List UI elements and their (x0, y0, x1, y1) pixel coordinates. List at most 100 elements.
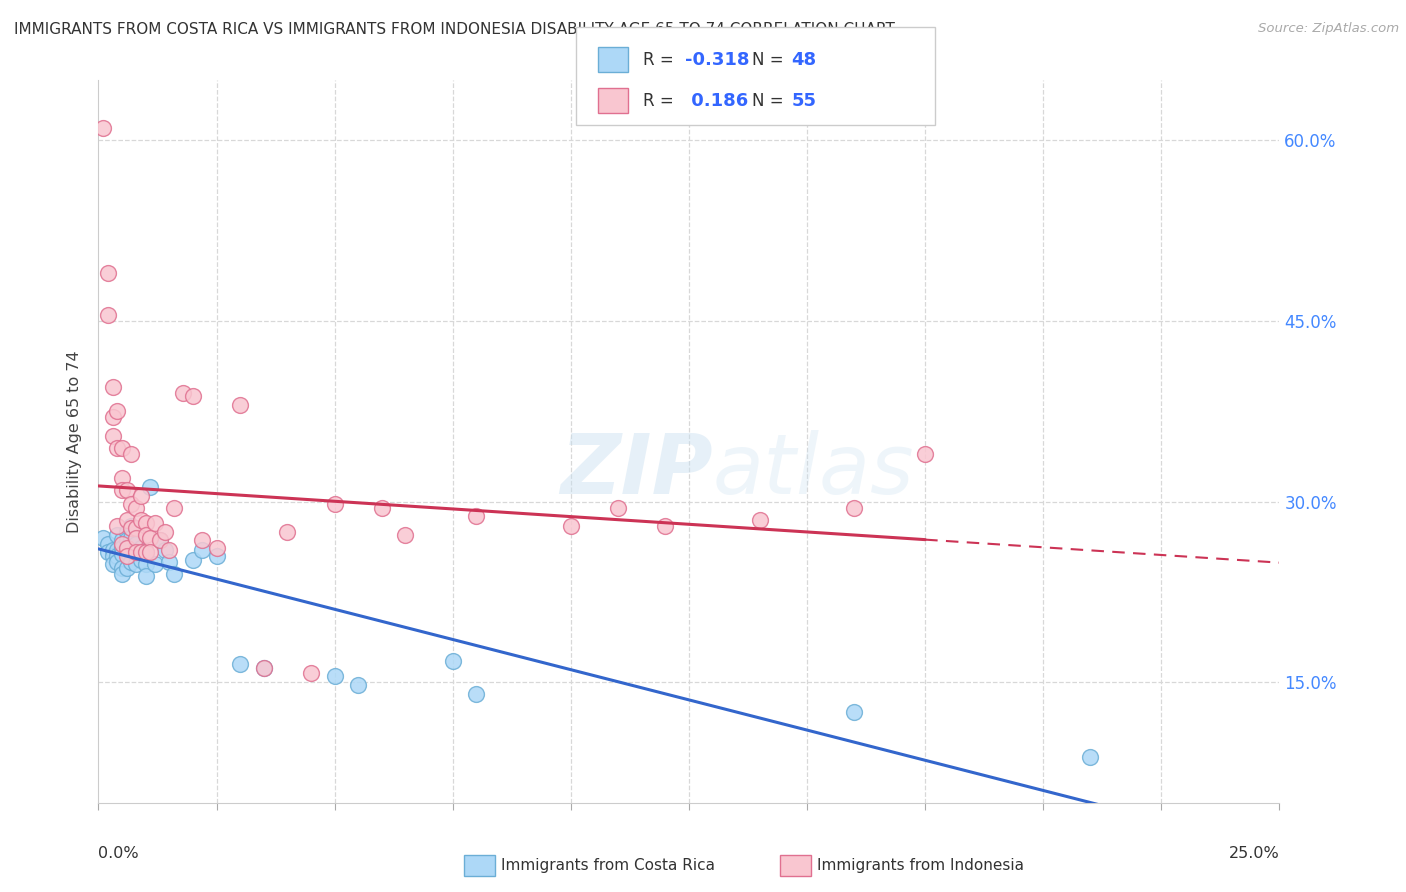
Point (105, 518, 128, 533)
Y-axis label: Disability Age 65 to 74: Disability Age 65 to 74 (67, 351, 83, 533)
Point (323, 669, 346, 683)
Point (97, 537, 120, 551)
Text: ZIP: ZIP (560, 430, 713, 511)
Point (844, 500, 866, 515)
Point (111, 561, 134, 575)
Point (125, 537, 148, 551)
Point (914, 446, 936, 460)
Point (135, 528, 157, 542)
Point (111, 483, 134, 497)
Point (105, 441, 128, 455)
Point (205, 549, 228, 563)
Text: 55: 55 (792, 92, 817, 110)
Point (115, 524, 138, 539)
Point (181, 552, 204, 566)
Point (101, 410, 124, 425)
Point (115, 561, 138, 575)
Point (105, 549, 128, 563)
Point (121, 555, 143, 569)
Point (205, 541, 228, 555)
Text: N =: N = (752, 92, 789, 110)
Point (125, 521, 148, 535)
Point (121, 518, 143, 533)
Point (115, 483, 138, 497)
Point (97, 545, 120, 559)
Point (125, 558, 148, 572)
Point (121, 497, 143, 511)
Text: Immigrants from Indonesia: Immigrants from Indonesia (817, 858, 1024, 872)
Point (139, 480, 162, 494)
Point (135, 558, 157, 572)
Text: R =: R = (643, 51, 679, 69)
Point (101, 380, 124, 394)
Point (371, 500, 394, 515)
Point (97, 266, 120, 280)
Point (125, 545, 148, 559)
Point (111, 537, 134, 551)
Point (560, 518, 582, 533)
Point (129, 545, 152, 559)
Point (276, 524, 298, 539)
Point (135, 569, 157, 583)
Point (347, 678, 370, 692)
Point (394, 528, 416, 542)
Point (121, 531, 143, 545)
Point (125, 545, 148, 559)
Point (172, 386, 194, 401)
Point (105, 542, 128, 557)
Point (135, 545, 157, 559)
Point (143, 516, 166, 531)
Point (105, 528, 128, 542)
Point (139, 545, 162, 559)
Point (1080, 750, 1102, 764)
Point (153, 542, 176, 557)
Point (111, 547, 134, 561)
Text: 25.0%: 25.0% (1229, 847, 1279, 861)
Point (607, 500, 630, 515)
Point (229, 657, 252, 672)
Text: 0.186: 0.186 (685, 92, 748, 110)
Point (97, 308, 120, 322)
Point (115, 545, 138, 559)
Point (101, 428, 124, 442)
Point (299, 665, 322, 680)
Point (654, 518, 676, 533)
Point (135, 516, 157, 531)
Point (181, 389, 204, 403)
Point (139, 531, 162, 545)
Point (748, 513, 770, 527)
Point (149, 533, 172, 548)
Point (111, 533, 134, 548)
Point (253, 661, 276, 675)
Text: 48: 48 (792, 51, 817, 69)
Point (191, 542, 214, 557)
Point (105, 555, 128, 569)
Point (115, 549, 138, 563)
Point (91, 531, 114, 545)
Point (121, 446, 143, 460)
Text: R =: R = (643, 92, 679, 110)
Point (125, 500, 148, 515)
Text: Source: ZipAtlas.com: Source: ZipAtlas.com (1258, 22, 1399, 36)
Text: -0.318: -0.318 (685, 51, 749, 69)
Point (157, 542, 180, 557)
Point (115, 541, 138, 555)
Point (105, 404, 128, 418)
Point (101, 542, 124, 557)
Text: atlas: atlas (713, 430, 914, 511)
Point (121, 521, 143, 535)
Point (441, 654, 464, 668)
Point (253, 661, 276, 675)
Point (91, 121, 114, 136)
Point (129, 552, 152, 566)
Point (115, 513, 138, 527)
Point (111, 441, 134, 455)
Text: IMMIGRANTS FROM COSTA RICA VS IMMIGRANTS FROM INDONESIA DISABILITY AGE 65 TO 74 : IMMIGRANTS FROM COSTA RICA VS IMMIGRANTS… (14, 22, 896, 37)
Point (229, 398, 252, 412)
Text: 0.0%: 0.0% (98, 847, 139, 861)
Point (844, 706, 866, 720)
Point (323, 497, 346, 511)
Point (149, 533, 172, 548)
Point (115, 533, 138, 548)
Point (111, 470, 134, 484)
